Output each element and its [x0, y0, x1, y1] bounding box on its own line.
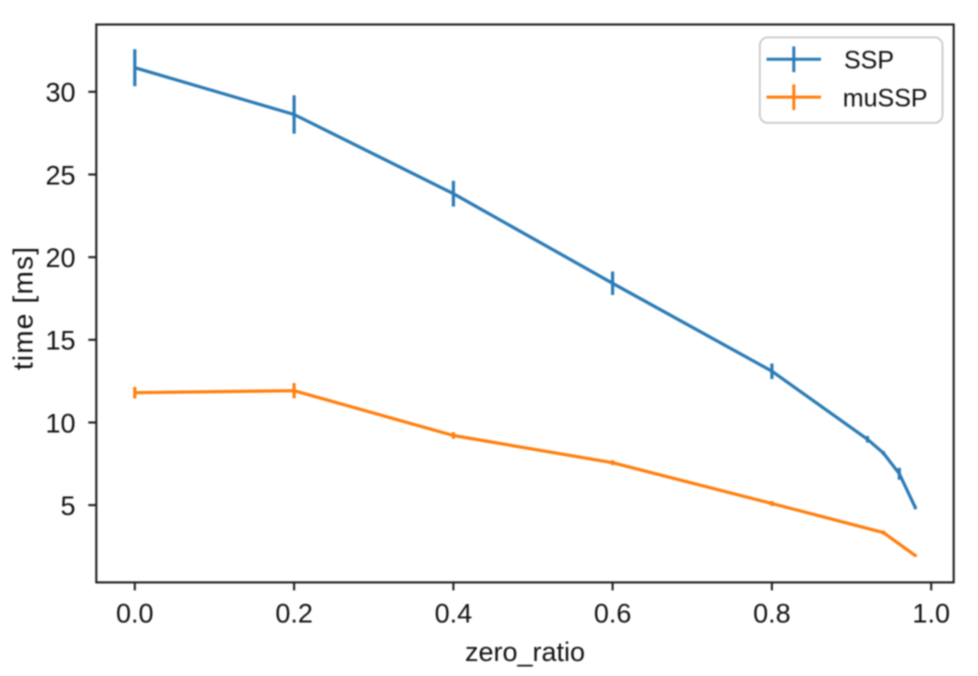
svg-text:0.0: 0.0: [116, 599, 154, 629]
svg-text:1.0: 1.0: [912, 599, 950, 629]
svg-text:5: 5: [60, 491, 75, 521]
svg-text:30: 30: [45, 78, 75, 108]
svg-text:0.4: 0.4: [435, 599, 473, 629]
svg-text:zero_ratio: zero_ratio: [465, 637, 585, 667]
svg-text:0.6: 0.6: [594, 599, 632, 629]
svg-text:0.2: 0.2: [275, 599, 313, 629]
svg-text:muSSP: muSSP: [843, 85, 928, 113]
svg-text:time [ms]: time [ms]: [7, 246, 38, 370]
svg-text:20: 20: [45, 243, 75, 273]
svg-text:0.8: 0.8: [753, 599, 791, 629]
svg-text:10: 10: [45, 408, 75, 438]
svg-text:25: 25: [45, 160, 75, 190]
svg-text:15: 15: [45, 326, 75, 356]
svg-text:SSP: SSP: [844, 46, 894, 74]
